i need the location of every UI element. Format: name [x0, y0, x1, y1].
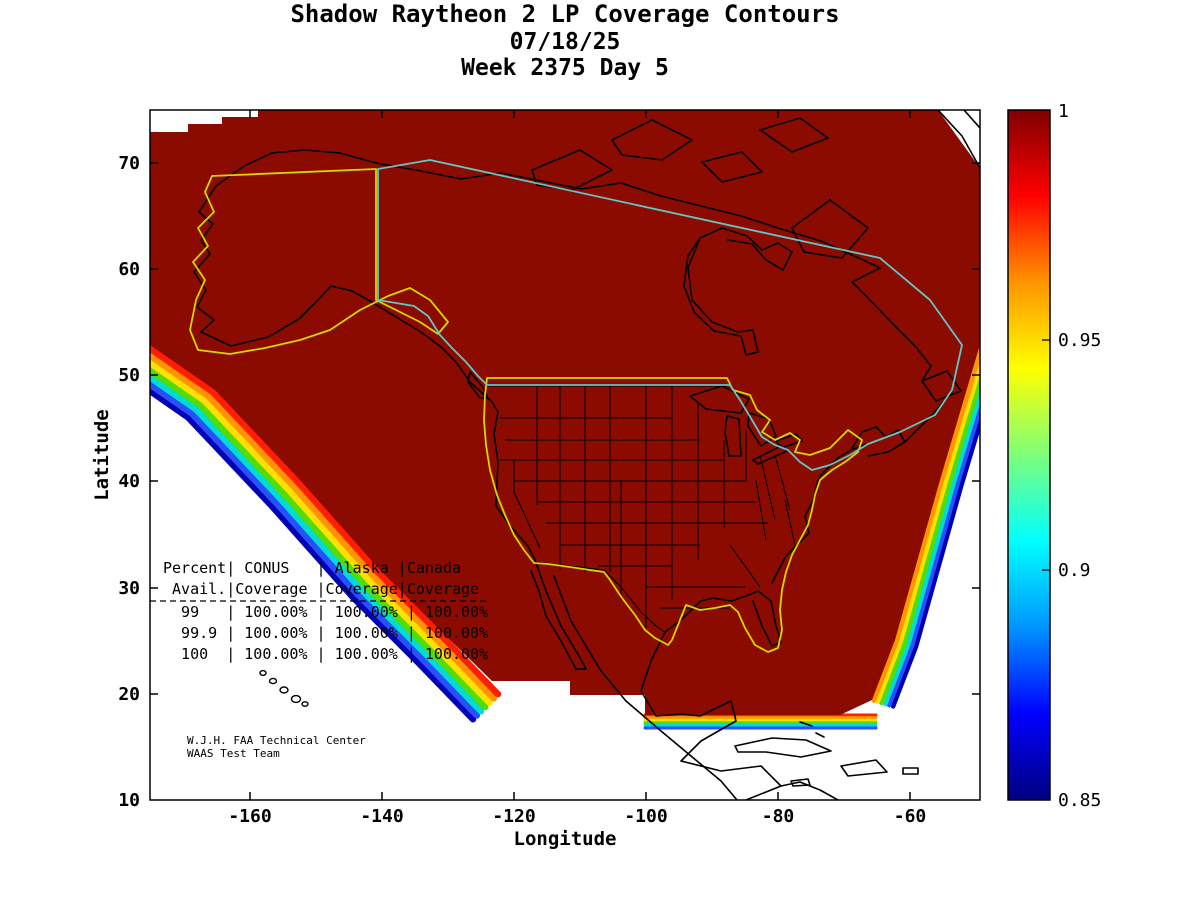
southwest-contour-fringe [150, 344, 502, 723]
greenland-coastline [937, 110, 980, 169]
colorbar: 1 0.95 0.9 0.85 [1007, 101, 1101, 811]
bahamas-outline [799, 721, 825, 738]
y-tick-30: 30 [118, 578, 140, 599]
y-tick-20: 20 [118, 684, 140, 705]
x-tick--60: -60 [894, 806, 927, 827]
coverage-region-1.0 [150, 110, 980, 715]
axis-ticks [150, 110, 980, 800]
central-america-coastline [780, 781, 839, 800]
credit-line-2: WAAS Test Team [187, 747, 280, 760]
x-tick-labels: -160 -140 -120 -100 -80 -60 [228, 806, 926, 827]
baffin-island-outline [791, 199, 869, 259]
x-tick--80: -80 [762, 806, 795, 827]
colorbar-label-0.95: 0.95 [1058, 330, 1101, 351]
y-tick-70: 70 [118, 153, 140, 174]
x-axis-label: Longitude [514, 828, 617, 850]
table-header-2: Avail.|Coverage |Coverage|Coverage [163, 580, 479, 598]
map-area [150, 110, 980, 800]
availability-table: Percent| CONUS | Alaska |Canada Avail.|C… [150, 559, 488, 663]
x-tick--120: -120 [492, 806, 535, 827]
canada-boundary [377, 159, 963, 471]
service-volume-boundaries [189, 159, 963, 653]
hudson-bay-outline [683, 227, 793, 356]
y-tick-60: 60 [118, 259, 140, 280]
us-gulf-coastline [664, 590, 782, 647]
y-tick-40: 40 [118, 471, 140, 492]
table-row-100: 100 | 100.00% | 100.00% | 100.00% [163, 645, 488, 663]
newfoundland-outline [921, 370, 962, 402]
arctic-islands-outline [531, 117, 829, 191]
hawaii-islands [259, 669, 309, 707]
puerto-rico-outline [902, 767, 919, 775]
colorbar-label-0.85: 0.85 [1058, 790, 1101, 811]
table-row-99: 99 | 100.00% | 100.00% | 100.00% [163, 603, 488, 621]
mexico-west-coastline [553, 575, 738, 800]
cuba-outline [734, 737, 832, 758]
colorbar-label-0.9: 0.9 [1058, 560, 1091, 581]
y-tick-labels: 70 60 50 40 30 20 10 [118, 153, 140, 811]
hispaniola-outline [840, 759, 888, 777]
labrador-coastline [851, 267, 932, 382]
plot-title: Shadow Raytheon 2 LP Coverage Contours [290, 0, 839, 28]
x-tick--160: -160 [228, 806, 271, 827]
colorbar-label-1: 1 [1058, 101, 1069, 122]
southeast-contour-fringe [871, 345, 980, 709]
colorbar-ticks [1042, 339, 1050, 571]
x-tick--140: -140 [360, 806, 403, 827]
y-tick-10: 10 [118, 790, 140, 811]
mexico-gulf-coastline [640, 631, 782, 800]
state-boundaries [500, 386, 796, 628]
arctic-coastline [375, 162, 881, 269]
bottom-contour-fringe [643, 713, 878, 730]
us-mexico-border [534, 561, 667, 634]
table-header-1: Percent| CONUS | Alaska |Canada [163, 559, 461, 577]
conus-boundary [483, 377, 863, 653]
plot-subtitle-week: Week 2375 Day 5 [461, 55, 669, 81]
credit-block: W.J.H. FAA Technical Center WAAS Test Te… [187, 734, 366, 760]
greenland-corner [937, 110, 980, 169]
alaska-west-coastline [193, 149, 587, 670]
x-tick--100: -100 [624, 806, 667, 827]
alaska-boundary [189, 168, 449, 355]
colorbar-gradient [1007, 109, 1051, 801]
table-row-99.9: 99.9 | 100.00% | 100.00% | 100.00% [163, 624, 488, 642]
credit-line-1: W.J.H. FAA Technical Center [187, 734, 366, 747]
plot-subtitle-date: 07/18/25 [510, 29, 621, 55]
plot-frame [149, 109, 981, 801]
political-borders [487, 385, 796, 634]
y-axis-label: Latitude [91, 409, 113, 501]
y-tick-50: 50 [118, 365, 140, 386]
